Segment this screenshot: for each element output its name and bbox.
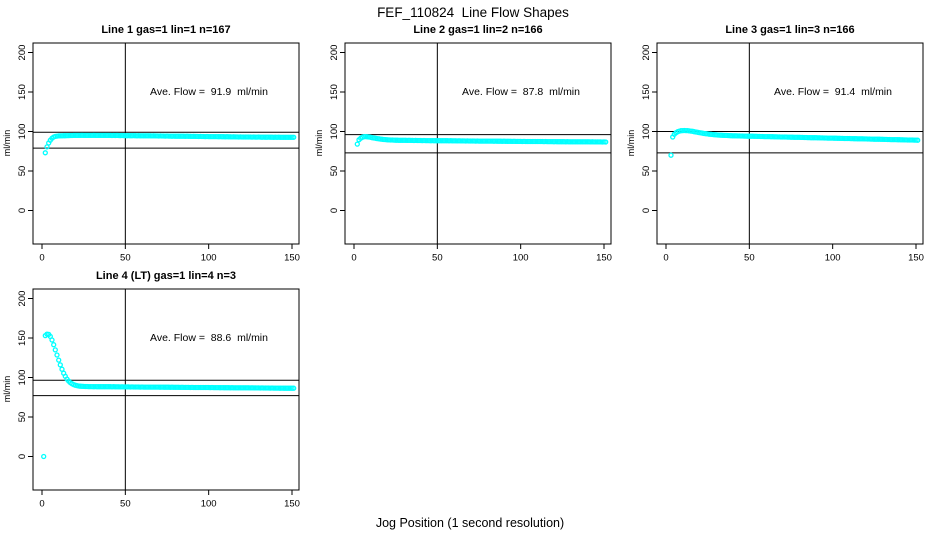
x-tick-label: 0 <box>351 253 356 264</box>
data-point <box>915 137 921 143</box>
data-point <box>603 139 609 145</box>
y-tick-label: 200 <box>641 45 652 61</box>
subplot-line-1: 0 50 100 150 0 50 100 150 200 <box>17 42 300 264</box>
reference-lines <box>33 43 299 244</box>
y-tick-label: 0 <box>17 208 28 213</box>
data-point <box>49 337 55 343</box>
data-points <box>354 133 609 147</box>
x-tick-label: 0 <box>39 253 44 264</box>
x-axis-label: Jog Position (1 second resolution) <box>375 516 565 530</box>
ave-flow-annotation-line-4: Ave. Flow = 88.6 ml/min <box>150 332 268 344</box>
x-tick-label: 100 <box>201 499 217 510</box>
data-point <box>52 347 58 353</box>
y-tick-label: 50 <box>17 412 28 423</box>
y-tick-label: 200 <box>17 45 28 61</box>
y-tick-label: 200 <box>329 45 340 61</box>
ave-flow-annotation-line-1: Ave. Flow = 91.9 ml/min <box>150 86 268 98</box>
x-axis-ticks: 0 50 100 150 <box>663 244 924 264</box>
data-point <box>41 453 47 460</box>
data-point <box>291 385 297 391</box>
data-point <box>42 150 48 156</box>
data-point <box>54 352 60 358</box>
x-tick-label: 150 <box>596 253 612 264</box>
y-tick-label: 0 <box>329 208 340 213</box>
data-point <box>354 141 360 147</box>
x-tick-label: 50 <box>120 499 131 510</box>
subplot-title-line-4: Line 4 (LT) gas=1 lin=4 n=3 <box>95 270 237 282</box>
x-tick-label: 100 <box>825 253 841 264</box>
reference-lines <box>657 43 923 244</box>
reference-lines <box>345 43 611 244</box>
y-tick-label: 150 <box>17 84 28 100</box>
y-axis-label-line-3: ml/min <box>626 129 636 157</box>
x-tick-label: 50 <box>120 253 131 264</box>
x-tick-label: 0 <box>663 253 668 264</box>
data-points <box>42 132 297 156</box>
subplot-line-2: 0 50 100 150 0 50 100 150 200 <box>329 42 612 264</box>
figure-title: FEF_110824 Line Flow Shapes <box>377 5 569 20</box>
y-tick-label: 100 <box>17 370 28 386</box>
y-tick-label: 100 <box>641 124 652 140</box>
y-axis-ticks: 0 50 100 150 200 <box>641 45 657 213</box>
plot-frame <box>344 42 612 245</box>
x-tick-label: 150 <box>284 499 300 510</box>
y-tick-label: 200 <box>17 291 28 307</box>
x-axis-ticks: 0 50 100 150 <box>39 490 300 510</box>
y-tick-label: 150 <box>17 330 28 346</box>
y-axis-ticks: 0 50 100 150 200 <box>329 45 345 213</box>
x-tick-label: 0 <box>39 499 44 510</box>
data-points <box>41 331 297 460</box>
y-tick-label: 100 <box>17 124 28 140</box>
y-axis-label-line-2: ml/min <box>314 129 324 157</box>
x-tick-label: 50 <box>432 253 443 264</box>
data-point <box>57 362 63 368</box>
x-tick-label: 100 <box>513 253 529 264</box>
y-tick-label: 0 <box>641 208 652 213</box>
y-tick-label: 50 <box>17 166 28 177</box>
data-point <box>56 357 62 363</box>
subplot-title-line-2: Line 2 gas=1 lin=2 n=166 <box>413 24 543 36</box>
ave-flow-annotation-line-3: Ave. Flow = 91.4 ml/min <box>774 86 892 98</box>
y-axis-ticks: 0 50 100 150 200 <box>17 45 33 213</box>
x-tick-label: 150 <box>284 253 300 264</box>
x-tick-label: 50 <box>744 253 755 264</box>
subplot-title-line-1: Line 1 gas=1 lin=1 n=167 <box>101 24 231 36</box>
y-axis-ticks: 0 50 100 150 200 <box>17 291 33 459</box>
y-tick-label: 100 <box>329 124 340 140</box>
data-point <box>668 152 674 158</box>
y-tick-label: 50 <box>329 166 340 177</box>
plot-frame <box>32 42 300 245</box>
data-point <box>51 342 57 348</box>
y-axis-label-line-1: ml/min <box>2 129 12 157</box>
plot-frame <box>32 288 300 491</box>
y-tick-label: 150 <box>641 84 652 100</box>
y-tick-label: 150 <box>329 84 340 100</box>
y-tick-label: 50 <box>641 166 652 177</box>
x-tick-label: 150 <box>908 253 924 264</box>
subplot-line-4: 0 50 100 150 0 50 100 150 200 <box>17 288 300 510</box>
x-axis-ticks: 0 50 100 150 <box>351 244 612 264</box>
subplot-title-line-3: Line 3 gas=1 lin=3 n=166 <box>725 24 855 36</box>
x-tick-label: 100 <box>201 253 217 264</box>
y-axis-label-line-4: ml/min <box>2 375 12 403</box>
y-tick-label: 0 <box>17 454 28 459</box>
subplot-line-3: 0 50 100 150 0 50 100 150 200 <box>641 42 924 264</box>
x-axis-ticks: 0 50 100 150 <box>39 244 300 264</box>
ave-flow-annotation-line-2: Ave. Flow = 87.8 ml/min <box>462 86 580 98</box>
data-point <box>291 134 297 140</box>
data-points <box>668 127 921 158</box>
plot-frame <box>656 42 924 245</box>
